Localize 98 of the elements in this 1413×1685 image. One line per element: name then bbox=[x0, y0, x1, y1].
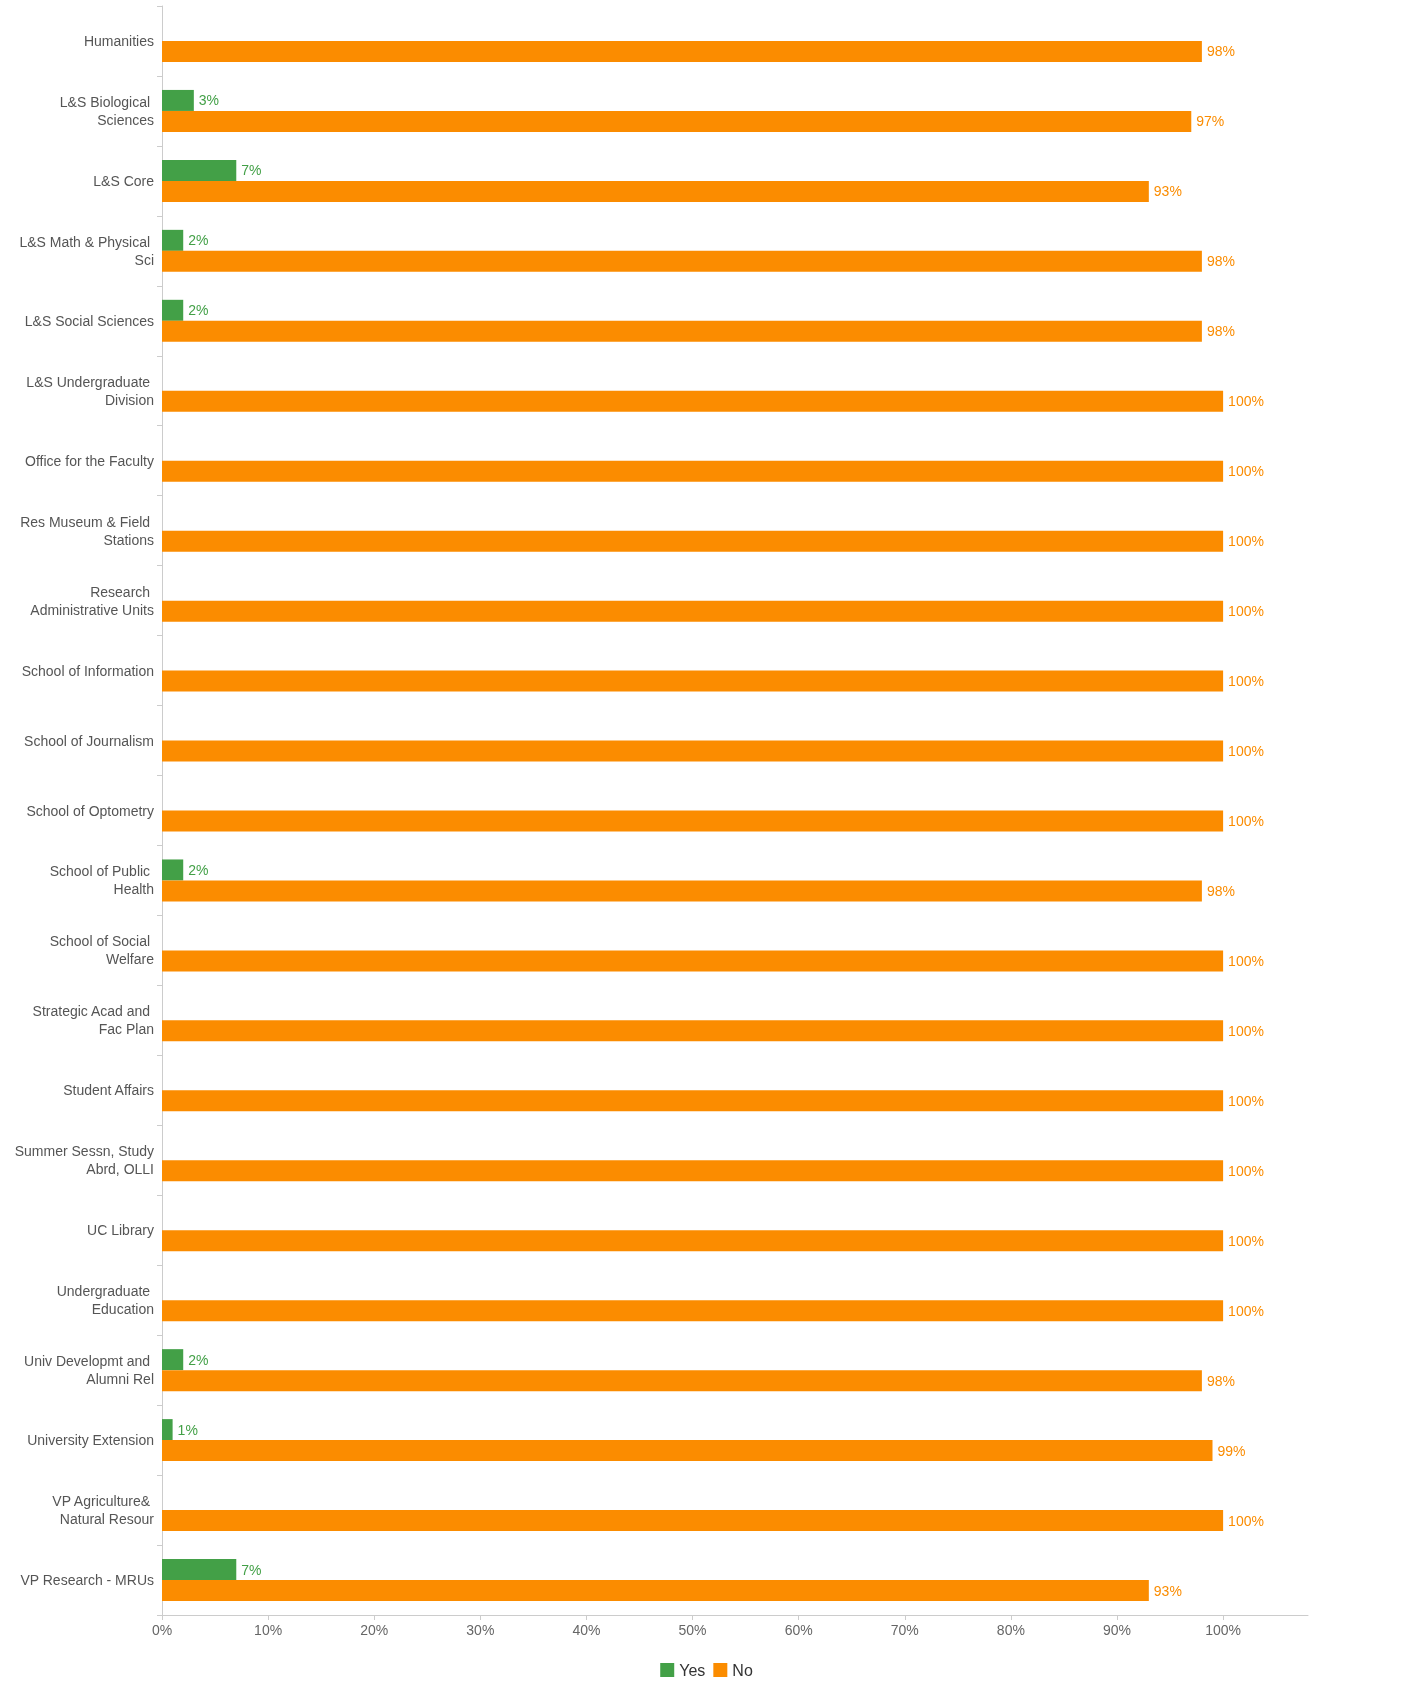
y-tick-label: VP Agriculture& Natural Resour bbox=[52, 1493, 155, 1528]
y-tick-label: Res Museum & Field Stations bbox=[20, 513, 154, 548]
bar bbox=[162, 530, 1224, 552]
bar bbox=[162, 250, 1202, 272]
y-tick-label: School of Public Health bbox=[49, 863, 154, 898]
bar bbox=[162, 229, 184, 251]
bar bbox=[162, 1559, 237, 1581]
bar bbox=[162, 1300, 1224, 1322]
x-tick-label: 70% bbox=[890, 1622, 919, 1638]
y-tick-label: L&S Biological Sciences bbox=[59, 93, 154, 128]
data-label: 3% bbox=[198, 92, 220, 109]
y-tick-label: VP Research - MRUs bbox=[20, 1572, 154, 1589]
bar bbox=[162, 670, 1224, 692]
bar bbox=[162, 1580, 1149, 1602]
bar bbox=[162, 810, 1224, 832]
bar bbox=[162, 1160, 1224, 1182]
bar bbox=[162, 180, 1149, 202]
data-label: 2% bbox=[188, 302, 209, 319]
data-label: 100% bbox=[1228, 533, 1264, 550]
y-tick-label: School of Social Welfare bbox=[49, 933, 155, 968]
data-label: 93% bbox=[1153, 183, 1182, 200]
data-label: 7% bbox=[241, 162, 262, 179]
bar bbox=[162, 110, 1192, 132]
data-label: 100% bbox=[1228, 743, 1264, 760]
bar bbox=[162, 1020, 1224, 1042]
data-label: 98% bbox=[1206, 253, 1235, 270]
data-label: 1% bbox=[177, 1421, 198, 1438]
legend-label: No bbox=[732, 1661, 753, 1679]
data-label: 100% bbox=[1228, 1162, 1264, 1179]
data-label: 93% bbox=[1153, 1582, 1182, 1599]
y-tick-label: L&S Social Sciences bbox=[24, 312, 154, 329]
data-label: 2% bbox=[188, 861, 209, 878]
data-label: 100% bbox=[1228, 1302, 1264, 1319]
data-label: 100% bbox=[1228, 1022, 1264, 1039]
data-label: 98% bbox=[1206, 1372, 1235, 1389]
data-label: 98% bbox=[1206, 882, 1235, 899]
y-tick-label: Research Administrative Units bbox=[30, 583, 154, 618]
bar bbox=[162, 1419, 173, 1441]
y-tick-label: L&S Math & Physical Sci bbox=[19, 233, 154, 268]
bar bbox=[162, 1349, 184, 1371]
y-tick-label: Undergraduate Education bbox=[56, 1283, 154, 1318]
bar bbox=[162, 320, 1202, 342]
bar bbox=[162, 950, 1224, 972]
y-tick-label: School of Information bbox=[21, 662, 154, 679]
y-tick-label: Strategic Acad and Fac Plan bbox=[32, 1003, 154, 1038]
data-label: 97% bbox=[1196, 113, 1225, 130]
data-label: 100% bbox=[1228, 1512, 1264, 1529]
x-tick-label: 40% bbox=[572, 1622, 601, 1638]
y-tick-label: Student Affairs bbox=[63, 1082, 154, 1099]
y-tick-label: University Extension bbox=[27, 1432, 154, 1449]
x-tick-label: 50% bbox=[678, 1622, 707, 1638]
data-label: 100% bbox=[1228, 393, 1264, 410]
bar bbox=[162, 89, 194, 111]
bar bbox=[162, 600, 1224, 622]
y-tick-label: Univ Developmt and Alumni Rel bbox=[24, 1353, 154, 1388]
data-label: 100% bbox=[1228, 1092, 1264, 1109]
data-label: 100% bbox=[1228, 952, 1264, 969]
bar bbox=[162, 740, 1224, 762]
bar bbox=[162, 859, 184, 881]
data-label: 100% bbox=[1228, 463, 1264, 480]
x-tick-label: 0% bbox=[151, 1622, 173, 1638]
y-tick-label: Humanities bbox=[83, 32, 154, 49]
x-tick-label: 60% bbox=[784, 1622, 813, 1638]
y-tick-label: Office for the Faculty bbox=[25, 452, 154, 469]
bar bbox=[162, 1090, 1224, 1112]
bar bbox=[162, 1440, 1213, 1462]
y-tick-label: UC Library bbox=[87, 1222, 154, 1239]
bar bbox=[162, 880, 1202, 902]
x-tick-label: 90% bbox=[1102, 1622, 1132, 1638]
bar bbox=[162, 1370, 1202, 1392]
data-label: 98% bbox=[1206, 43, 1235, 60]
data-label: 100% bbox=[1228, 813, 1264, 829]
y-tick-label: School of Journalism bbox=[24, 732, 154, 749]
x-tick-label: 20% bbox=[360, 1622, 389, 1638]
x-tick-label: 80% bbox=[996, 1622, 1025, 1638]
data-label: 2% bbox=[188, 232, 209, 249]
bar bbox=[162, 159, 237, 181]
bar bbox=[162, 390, 1224, 412]
data-label: 7% bbox=[241, 1561, 262, 1578]
legend-label: Yes bbox=[679, 1661, 706, 1679]
data-label: 100% bbox=[1228, 603, 1264, 620]
data-label: 2% bbox=[188, 1351, 209, 1368]
y-tick-label: Summer Sessn, Study Abrd, OLLI bbox=[14, 1143, 154, 1178]
bar bbox=[162, 40, 1202, 62]
data-label: 99% bbox=[1217, 1442, 1246, 1459]
bar bbox=[162, 1510, 1224, 1532]
x-tick-label: 100% bbox=[1205, 1622, 1242, 1638]
data-label: 100% bbox=[1228, 1232, 1264, 1249]
y-tick-label: L&S Undergraduate Division bbox=[26, 373, 154, 408]
data-label: 100% bbox=[1228, 673, 1264, 690]
x-tick-label: 30% bbox=[466, 1622, 495, 1638]
data-label: 98% bbox=[1206, 323, 1235, 340]
y-tick-label: School of Optometry bbox=[26, 802, 154, 819]
bar bbox=[162, 1230, 1224, 1252]
bar bbox=[162, 460, 1224, 482]
bar bbox=[162, 299, 184, 321]
y-tick-label: L&S Core bbox=[93, 172, 155, 189]
x-tick-label: 10% bbox=[254, 1622, 283, 1638]
